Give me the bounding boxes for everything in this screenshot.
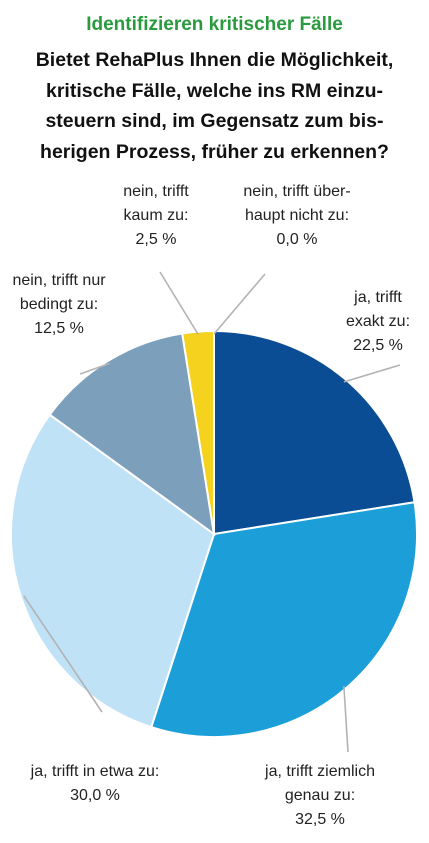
slice-label: nein, trifft über-haupt nicht zu: 0,0 % xyxy=(243,183,350,248)
pie-slice xyxy=(181,329,215,535)
slice-label: ja, trifft in etwa zu: 30,0 % xyxy=(30,763,160,804)
pie-slice xyxy=(10,413,216,729)
leader-lines xyxy=(23,271,401,753)
slice-label-line: kaum zu: xyxy=(124,207,189,224)
title-line: kritische Fälle, welche ins RM einzu- xyxy=(45,79,383,102)
slice-value: 22,5 % xyxy=(353,337,403,354)
leader-line xyxy=(79,362,110,375)
slice-label: nein, trifft nur bedingt zu: 12,5 % xyxy=(12,272,106,337)
title-line: herigen Prozess, früher zu erkennen? xyxy=(40,140,389,163)
title-line: steuern sind, im Gegensatz zum bis- xyxy=(45,110,384,132)
slice-label: ja, trifft ziemlich genau zu: 32,5 % xyxy=(264,763,375,828)
pie-slice xyxy=(48,332,216,537)
slice-value: 2,5 % xyxy=(136,231,177,248)
leader-line xyxy=(343,686,349,753)
slice-value: 12,5 % xyxy=(34,320,84,337)
slice-label-line: exakt zu: xyxy=(346,313,410,330)
slice-label-line: ja, trifft ziemlich xyxy=(264,763,375,780)
pie-slices xyxy=(10,329,418,738)
slice-label-line: bedingt zu: xyxy=(20,296,98,313)
slice-value: 0,0 % xyxy=(277,231,318,248)
slice-label-line: ja, trifft xyxy=(353,289,402,306)
leader-line xyxy=(343,364,401,383)
leader-line xyxy=(23,595,103,713)
chart-title: Bietet RehaPlus Ihnen die Möglichkeit, k… xyxy=(0,45,429,167)
leader-line xyxy=(159,271,199,336)
slice-label: nein, trifft kaum zu: 2,5 % xyxy=(123,183,189,248)
slice-label-line: genau zu: xyxy=(285,787,355,804)
pie-slice xyxy=(150,501,418,738)
leader-line xyxy=(213,273,266,335)
slice-label-line: nein, trifft nur xyxy=(12,272,106,289)
slice-label: ja, trifft exakt zu: 22,5 % xyxy=(346,289,410,354)
slice-value: 30,0 % xyxy=(70,787,120,804)
chart-subtitle: Identifizieren kritischer Fälle xyxy=(86,14,343,35)
slice-labels: ja, trifft exakt zu: 22,5 % ja, trifft ziem… xyxy=(12,183,410,828)
pie-slice xyxy=(213,329,416,536)
slice-label-line: ja, trifft in etwa zu: xyxy=(30,763,160,780)
slice-label-line: nein, trifft xyxy=(123,183,189,200)
slice-label-line: haupt nicht zu: xyxy=(245,207,349,224)
title-line: Bietet RehaPlus Ihnen die Möglichkeit, xyxy=(35,49,394,71)
slice-value: 32,5 % xyxy=(295,811,345,828)
slice-label-line: nein, trifft über- xyxy=(243,183,350,200)
